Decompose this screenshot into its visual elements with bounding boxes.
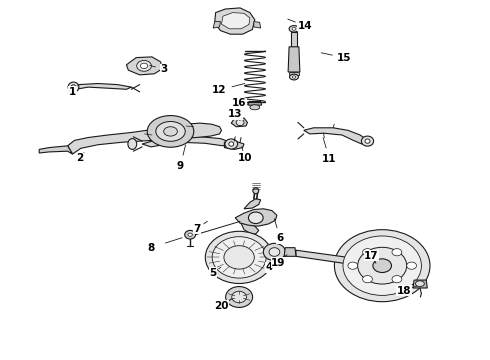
Text: 20: 20 — [214, 301, 229, 311]
Text: 13: 13 — [228, 109, 243, 120]
Ellipse shape — [373, 259, 392, 273]
Ellipse shape — [164, 127, 177, 136]
Polygon shape — [241, 223, 259, 234]
Polygon shape — [142, 137, 230, 147]
Ellipse shape — [290, 74, 298, 80]
Ellipse shape — [225, 287, 253, 307]
Text: 7: 7 — [193, 224, 201, 234]
Text: 6: 6 — [277, 233, 284, 243]
Polygon shape — [213, 22, 220, 28]
Text: 5: 5 — [210, 268, 217, 278]
Ellipse shape — [335, 230, 430, 302]
Ellipse shape — [358, 247, 407, 284]
Polygon shape — [248, 102, 262, 105]
Ellipse shape — [71, 85, 76, 89]
Text: 17: 17 — [364, 251, 379, 261]
Ellipse shape — [128, 139, 137, 149]
Ellipse shape — [348, 262, 358, 269]
Ellipse shape — [416, 281, 424, 287]
Polygon shape — [288, 47, 300, 72]
Ellipse shape — [250, 105, 260, 110]
Ellipse shape — [68, 82, 79, 92]
Polygon shape — [68, 123, 221, 154]
Ellipse shape — [236, 119, 244, 126]
Ellipse shape — [292, 27, 296, 30]
Text: 15: 15 — [337, 53, 351, 63]
Ellipse shape — [224, 246, 254, 269]
Polygon shape — [284, 248, 296, 256]
Ellipse shape — [289, 26, 299, 32]
Polygon shape — [289, 72, 299, 75]
Ellipse shape — [156, 122, 185, 141]
Ellipse shape — [343, 236, 421, 295]
Polygon shape — [235, 209, 277, 226]
Ellipse shape — [392, 275, 402, 283]
Polygon shape — [296, 250, 382, 269]
Polygon shape — [231, 118, 247, 127]
Ellipse shape — [269, 248, 280, 256]
Ellipse shape — [362, 136, 374, 146]
Ellipse shape — [188, 233, 193, 237]
Text: 19: 19 — [271, 258, 286, 268]
Ellipse shape — [229, 142, 234, 146]
Text: 1: 1 — [69, 87, 76, 97]
Polygon shape — [215, 8, 255, 34]
Ellipse shape — [292, 76, 295, 78]
Polygon shape — [224, 141, 244, 149]
Ellipse shape — [253, 188, 259, 194]
Polygon shape — [39, 146, 73, 154]
Polygon shape — [73, 84, 131, 89]
Text: 2: 2 — [76, 153, 83, 163]
Ellipse shape — [205, 231, 273, 284]
Ellipse shape — [264, 243, 285, 261]
Text: 3: 3 — [161, 64, 168, 74]
Ellipse shape — [407, 262, 416, 269]
Text: 14: 14 — [297, 21, 312, 31]
Polygon shape — [221, 13, 250, 29]
Polygon shape — [254, 22, 261, 28]
Text: 9: 9 — [177, 161, 184, 171]
Ellipse shape — [365, 139, 370, 143]
Text: 10: 10 — [238, 153, 252, 163]
Ellipse shape — [232, 291, 246, 303]
Ellipse shape — [147, 116, 194, 147]
Polygon shape — [413, 280, 427, 288]
Ellipse shape — [185, 230, 196, 239]
Ellipse shape — [363, 275, 372, 283]
Ellipse shape — [248, 212, 263, 224]
Ellipse shape — [392, 249, 402, 256]
Text: 4: 4 — [266, 262, 273, 272]
Polygon shape — [126, 57, 162, 75]
Ellipse shape — [140, 63, 148, 68]
Polygon shape — [304, 128, 368, 144]
Ellipse shape — [225, 139, 238, 149]
Ellipse shape — [137, 60, 151, 71]
Ellipse shape — [363, 249, 372, 256]
Text: 16: 16 — [232, 98, 246, 108]
Text: 12: 12 — [212, 85, 227, 95]
Polygon shape — [291, 32, 297, 47]
Polygon shape — [244, 199, 261, 209]
Ellipse shape — [212, 237, 266, 278]
Text: 8: 8 — [147, 243, 154, 253]
Text: 11: 11 — [322, 154, 337, 164]
Text: 18: 18 — [396, 286, 411, 296]
